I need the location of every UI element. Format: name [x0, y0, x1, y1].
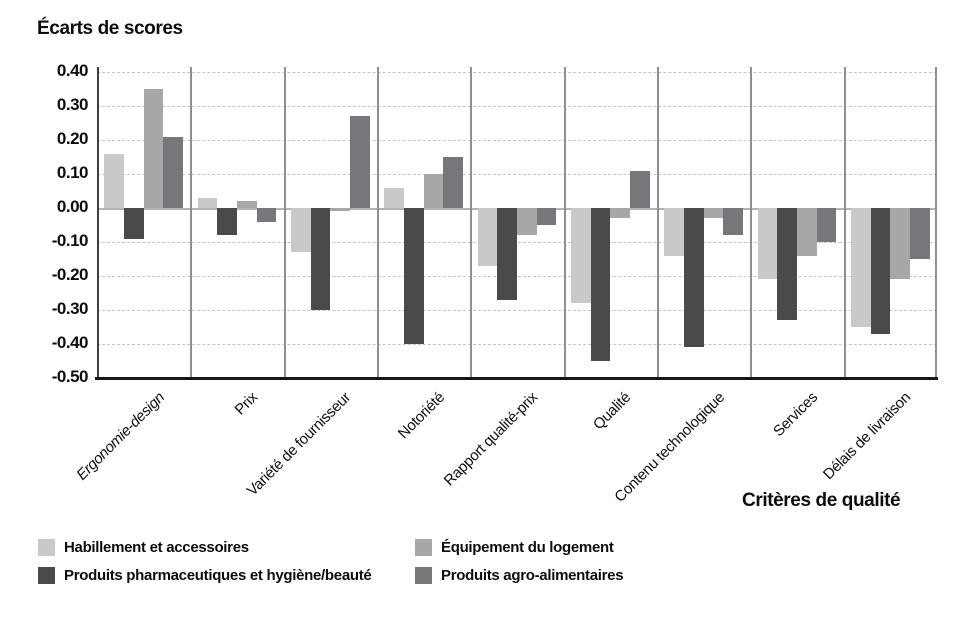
bar-vari-t-de-fournisseur-s2 — [330, 208, 350, 212]
bar-rapport-qualit-prix-s3 — [536, 208, 557, 225]
bar-services-s1 — [777, 208, 797, 321]
x-category-label: Qualité — [590, 389, 635, 434]
bar-contenu-technologique-s2 — [703, 208, 724, 219]
bar-d-lais-de-livraison-s2 — [890, 208, 910, 280]
bar-contenu-technologique-s3 — [723, 208, 743, 236]
bar-qualit--s3 — [629, 170, 650, 208]
bar-prix-s3 — [256, 208, 277, 222]
gridline — [97, 140, 937, 141]
group-separator-line — [657, 67, 659, 378]
gridline — [97, 276, 937, 277]
group-separator-line — [843, 67, 846, 378]
group-separator-line — [283, 67, 286, 378]
group-separator-line — [563, 67, 566, 378]
x-category-label: Ergonomie-design — [72, 389, 168, 484]
y-axis-title: Écarts de scores — [37, 18, 183, 39]
x-category-label: Variété de fournisseur — [244, 389, 355, 500]
y-tick-label: 0.40 — [56, 61, 89, 81]
x-category-label: Prix — [231, 389, 262, 419]
bar-vari-t-de-fournisseur-s0 — [291, 208, 311, 253]
legend-label: Habillement et accessoires — [64, 539, 249, 556]
y-tick-label: 0.10 — [56, 163, 89, 183]
y-axis-line — [97, 67, 99, 378]
bar-notori-t--s2 — [423, 174, 444, 208]
plot-right-border — [935, 67, 937, 378]
bar-ergonomie-design-s2 — [143, 89, 164, 208]
bar-d-lais-de-livraison-s1 — [870, 208, 891, 334]
bar-services-s3 — [816, 208, 837, 242]
plot-area: 0.40 0.30 0.20 0.10 0.00 -0.10 -0.20 -0.30 -0.40… — [52, 61, 938, 386]
gridline — [97, 72, 937, 73]
gridline — [97, 344, 937, 345]
bar-qualit--s1 — [590, 208, 611, 361]
x-category-label: Notoriété — [394, 389, 448, 443]
legend-swatch — [38, 567, 55, 584]
y-tick-label: -0.50 — [51, 367, 89, 387]
y-tick-label: -0.10 — [51, 231, 89, 251]
y-tick-label: 0.00 — [56, 197, 89, 217]
x-category-label: Contenu technologique — [611, 389, 728, 506]
legend-item: Équipement du logement — [415, 539, 623, 556]
legend-swatch — [415, 567, 432, 584]
y-tick-label: 0.30 — [56, 95, 89, 115]
y-tick-label: 0.20 — [56, 129, 89, 149]
bar-prix-s2 — [237, 201, 257, 208]
legend-item: Habillement et accessoires — [38, 539, 415, 556]
legend-item: Produits pharmaceutiques et hygiène/beau… — [38, 567, 415, 584]
bar-vari-t-de-fournisseur-s3 — [349, 116, 370, 208]
legend-label: Équipement du logement — [441, 539, 614, 556]
bar-prix-s0 — [197, 197, 218, 208]
bar-d-lais-de-livraison-s0 — [851, 208, 871, 327]
bar-notori-t--s1 — [404, 208, 424, 344]
legend: Habillement et accessoires Équipement du … — [38, 539, 624, 584]
legend-label: Produits agro-alimentaires — [441, 567, 624, 584]
bar-d-lais-de-livraison-s3 — [909, 208, 930, 259]
bar-vari-t-de-fournisseur-s1 — [310, 208, 331, 310]
bar-ergonomie-design-s1 — [124, 208, 144, 239]
x-category-label: Rapport qualité-prix — [440, 389, 542, 490]
gridline — [97, 106, 937, 107]
gridline — [97, 310, 937, 311]
bar-notori-t--s3 — [443, 157, 463, 208]
group-separator-line — [750, 67, 753, 378]
x-category-label: Délais de livraison — [820, 389, 915, 484]
legend-swatch — [38, 539, 55, 556]
gridline — [97, 242, 937, 243]
group-separator-line — [470, 67, 473, 378]
bar-rapport-qualit-prix-s2 — [517, 208, 537, 236]
x-category-label: Services — [770, 389, 822, 441]
group-separator-line — [377, 67, 379, 378]
bar-services-s0 — [757, 208, 778, 280]
x-axis-line — [95, 377, 938, 380]
y-tick-label: -0.20 — [51, 265, 89, 285]
bar-contenu-technologique-s0 — [664, 208, 685, 256]
legend-swatch — [415, 539, 432, 556]
bar-notori-t--s0 — [384, 187, 405, 208]
legend-label: Produits pharmaceutiques et hygiène/beau… — [64, 567, 372, 584]
y-tick-label: -0.40 — [51, 333, 89, 353]
gridline — [97, 174, 937, 175]
bar-prix-s1 — [217, 208, 237, 236]
legend-item: Produits agro-alimentaires — [415, 567, 624, 584]
bar-rapport-qualit-prix-s0 — [477, 208, 498, 266]
bar-qualit--s0 — [571, 208, 591, 304]
bar-contenu-technologique-s1 — [684, 208, 704, 348]
bar-ergonomie-design-s3 — [163, 136, 183, 208]
bar-ergonomie-design-s0 — [104, 153, 125, 208]
x-axis-title: Critères de qualité — [742, 490, 901, 511]
bar-rapport-qualit-prix-s1 — [497, 208, 517, 300]
bar-services-s2 — [797, 208, 817, 256]
group-separator-line — [190, 67, 193, 378]
y-tick-label: -0.30 — [51, 299, 89, 319]
bar-qualit--s2 — [610, 208, 630, 219]
